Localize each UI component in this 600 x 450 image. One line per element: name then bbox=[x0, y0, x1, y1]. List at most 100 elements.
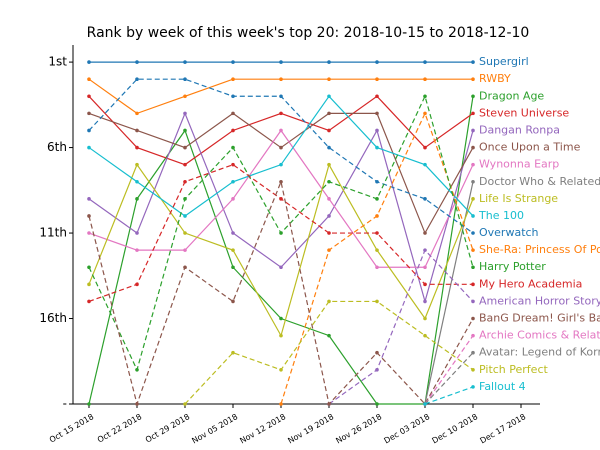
point bbox=[231, 77, 235, 81]
y-tick-label: - bbox=[63, 397, 67, 411]
point bbox=[423, 333, 427, 338]
point bbox=[423, 94, 427, 99]
legend-label: Steven Universe bbox=[479, 106, 569, 119]
point bbox=[423, 145, 427, 150]
x-tick-label: Nov 19 2018 bbox=[286, 412, 335, 445]
point bbox=[327, 333, 331, 338]
point bbox=[375, 77, 379, 81]
point bbox=[183, 128, 187, 133]
legend-label: RWBY bbox=[479, 72, 511, 85]
x-tick-label: Nov 05 2018 bbox=[190, 412, 239, 445]
point bbox=[183, 197, 187, 201]
y-tick-label: 6th bbox=[47, 140, 67, 154]
point bbox=[231, 231, 235, 235]
series-line bbox=[280, 111, 474, 405]
point bbox=[183, 77, 187, 81]
point bbox=[135, 162, 139, 167]
point bbox=[423, 282, 427, 287]
point bbox=[423, 316, 427, 321]
point bbox=[135, 60, 139, 64]
legend-label: BanG Dream! Girl's Band Party! bbox=[479, 312, 600, 325]
point bbox=[327, 128, 331, 133]
point bbox=[279, 128, 283, 133]
legend-label: Harry Potter bbox=[479, 260, 546, 273]
point bbox=[327, 214, 331, 218]
point bbox=[231, 162, 235, 167]
point bbox=[231, 299, 235, 304]
point bbox=[471, 128, 475, 133]
point bbox=[87, 145, 91, 150]
point bbox=[279, 333, 283, 338]
point bbox=[471, 197, 475, 201]
point bbox=[471, 94, 475, 99]
point bbox=[183, 145, 187, 150]
point bbox=[135, 77, 139, 81]
legend-label: Wynonna Earp bbox=[479, 158, 559, 171]
point bbox=[471, 265, 475, 270]
series-line bbox=[88, 179, 474, 407]
legend-label: Doctor Who & Related Fandoms bbox=[479, 175, 600, 188]
x-tick-label: Nov 12 2018 bbox=[238, 412, 287, 445]
point bbox=[471, 333, 475, 338]
point bbox=[183, 231, 187, 235]
point bbox=[231, 265, 235, 270]
legend-label: Fallout 4 bbox=[479, 380, 526, 393]
legend-label: Life Is Strange bbox=[479, 192, 558, 205]
point bbox=[375, 368, 379, 372]
series-line bbox=[184, 300, 474, 405]
point bbox=[471, 231, 475, 235]
point bbox=[375, 214, 379, 218]
point bbox=[375, 179, 379, 184]
point bbox=[375, 265, 379, 270]
point bbox=[87, 77, 91, 81]
point bbox=[183, 248, 187, 252]
series-line bbox=[424, 352, 474, 405]
point bbox=[279, 77, 283, 81]
point bbox=[183, 111, 187, 116]
point bbox=[423, 197, 427, 201]
point bbox=[327, 145, 331, 150]
series-line bbox=[424, 386, 474, 405]
point bbox=[183, 402, 187, 406]
legend-label: She-Ra: Princess Of Power bbox=[479, 243, 600, 256]
point bbox=[327, 299, 331, 304]
legend-label: My Hero Academia bbox=[479, 277, 582, 290]
x-tick-label: Nov 26 2018 bbox=[334, 412, 383, 445]
point bbox=[87, 282, 91, 287]
point bbox=[375, 231, 379, 235]
point bbox=[327, 111, 331, 116]
point bbox=[279, 316, 283, 321]
point bbox=[135, 402, 139, 406]
point bbox=[423, 111, 427, 116]
point bbox=[327, 179, 331, 184]
point bbox=[375, 248, 379, 252]
point bbox=[231, 128, 235, 133]
point bbox=[279, 179, 283, 184]
point bbox=[183, 214, 187, 218]
point bbox=[423, 162, 427, 167]
point bbox=[471, 248, 475, 252]
point bbox=[183, 265, 187, 270]
point bbox=[279, 265, 283, 270]
y-tick-label: 11th bbox=[39, 226, 67, 240]
point bbox=[423, 231, 427, 235]
point bbox=[279, 111, 283, 116]
point bbox=[135, 179, 139, 184]
point bbox=[231, 145, 235, 150]
point bbox=[279, 162, 283, 167]
point bbox=[87, 214, 91, 218]
x-tick-label: Dec 03 2018 bbox=[382, 412, 431, 445]
point bbox=[375, 111, 379, 116]
point bbox=[279, 60, 283, 64]
point bbox=[231, 111, 235, 116]
point bbox=[231, 350, 235, 355]
x-tick-label: Oct 15 2018 bbox=[48, 412, 95, 445]
point bbox=[423, 299, 427, 304]
point bbox=[327, 162, 331, 167]
point bbox=[471, 145, 475, 150]
point bbox=[135, 145, 139, 150]
point bbox=[471, 162, 475, 167]
legend-label: Pitch Perfect bbox=[479, 363, 548, 376]
point bbox=[87, 265, 91, 270]
